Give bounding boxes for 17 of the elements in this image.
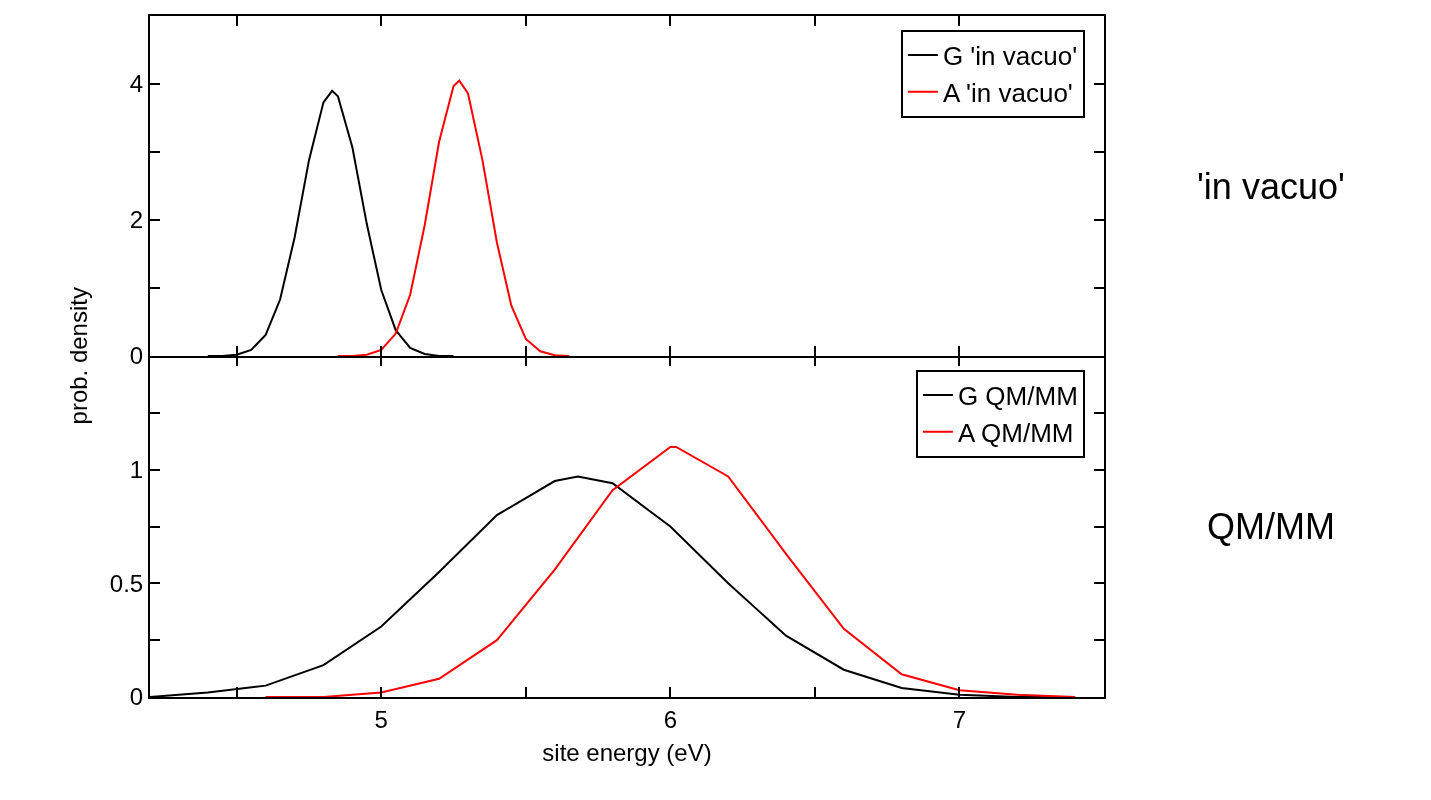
y-tick-label: 1 [129, 456, 144, 484]
y-tick-label: 0 [129, 342, 144, 370]
x-axis-title: site energy (eV) [542, 738, 712, 766]
y-axis-title: prob. density [65, 287, 93, 425]
x-tick-label: 6 [663, 705, 678, 733]
legend-label: A 'in vacuo' [942, 77, 1073, 108]
legend-label: G QM/MM [957, 381, 1078, 412]
x-tick-label: 7 [952, 705, 967, 733]
y-tick-label: 0.5 [109, 569, 144, 597]
x-tick-label: 5 [374, 705, 388, 733]
legend-label: G 'in vacuo' [942, 41, 1078, 72]
legend-label: A QM/MM [957, 417, 1074, 448]
text: 'in vacuo' [1197, 166, 1345, 207]
y-tick-label: 0 [129, 683, 144, 711]
y-tick-label: 4 [129, 70, 144, 98]
y-tick-label: 2 [129, 206, 144, 234]
text: QM/MM [1207, 506, 1335, 547]
